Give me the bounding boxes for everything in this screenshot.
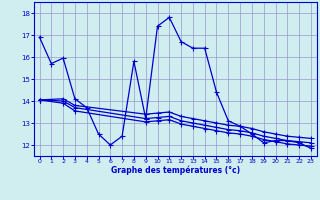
X-axis label: Graphe des températures (°c): Graphe des températures (°c) — [111, 166, 240, 175]
